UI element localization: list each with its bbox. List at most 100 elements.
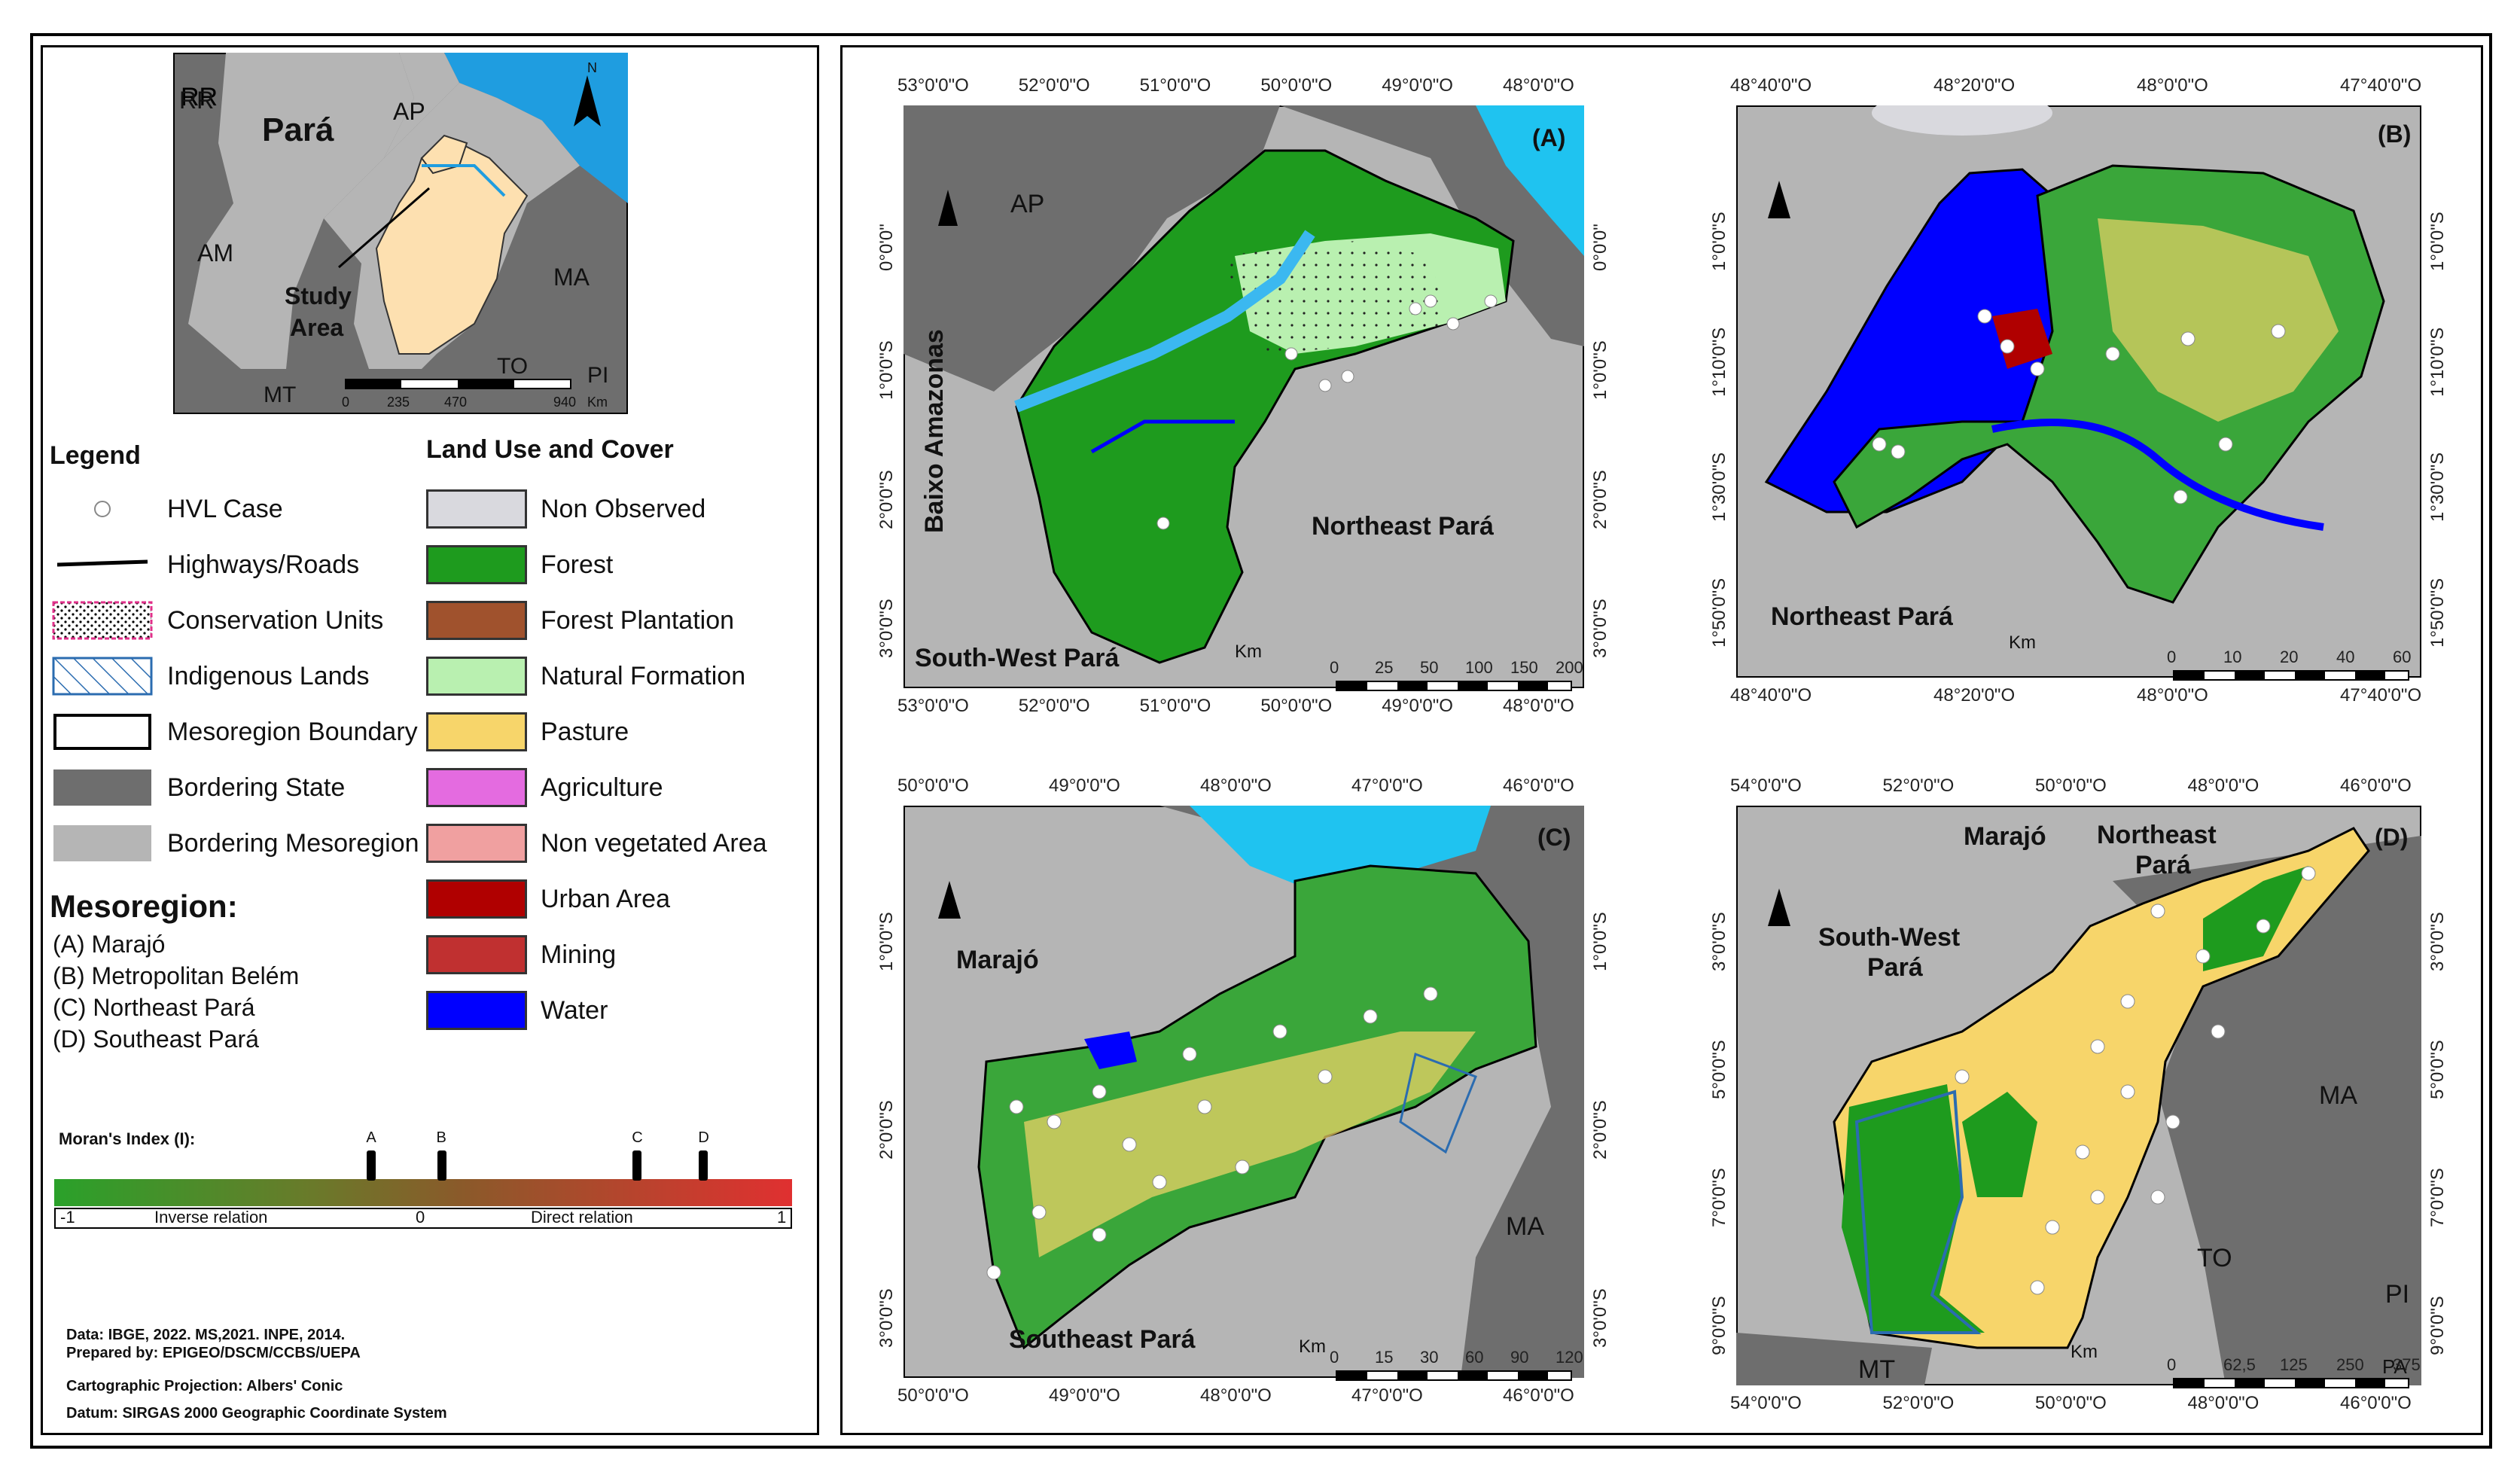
panel-d-label-pa: PA [2382, 1355, 2407, 1378]
coord-right: 2°0'0"S [1590, 469, 1610, 529]
coord-top: 51°0'0"O [1139, 75, 1211, 96]
scale-tick: 15 [1375, 1348, 1394, 1367]
coord-right: 3°0'0"S [1590, 1288, 1610, 1348]
panel-b-label-northeast: Northeast Pará [1771, 602, 1953, 631]
landuse-item: Non Observed [426, 488, 705, 530]
landuse-swatch [426, 991, 527, 1030]
moran-direct: Direct relation [531, 1208, 633, 1227]
inset-north-label: N [587, 60, 597, 75]
inset-label-ap: AP [393, 98, 425, 125]
panel-d-label-mt: MT [1858, 1355, 1896, 1384]
moran-marker [699, 1150, 708, 1181]
panel-a-label-ap: AP [1010, 190, 1045, 218]
inset-scale-unit: Km [587, 395, 608, 410]
coord-top: 47°0'0"O [1351, 776, 1423, 796]
legend-hvl-case: HVL Case [50, 488, 283, 530]
scale-tick: 25 [1375, 658, 1394, 677]
coord-left: 1°0'0"S [1709, 212, 1729, 271]
landuse-item: Urban Area [426, 878, 670, 920]
moran-title: Moran's Index (I): [59, 1129, 196, 1148]
coord-right: 1°10'0"S [2427, 327, 2448, 397]
inset-scale-235: 235 [387, 395, 410, 410]
panel-c-label-ma: MA [1506, 1212, 1544, 1241]
coord-left: 1°50'0"S [1709, 578, 1729, 648]
landuse-label: Non Observed [541, 494, 706, 523]
panel-d-label-marajo: Marajó [1964, 822, 2046, 851]
coord-left: 1°10'0"S [1709, 327, 1729, 397]
scale-tick: 125 [2280, 1355, 2308, 1374]
scalebar [1336, 1370, 1572, 1381]
coord-bottom: 53°0'0"O [897, 696, 969, 716]
moran-right: 1 [777, 1208, 787, 1227]
scale-tick: 62,5 [2223, 1355, 2256, 1374]
coord-top: 50°0'0"O [2035, 776, 2107, 796]
scale-tick: 40 [2336, 648, 2355, 666]
legend-bordering-meso-label: Bordering Mesoregion [167, 828, 419, 858]
inset-label-to: TO [497, 354, 529, 379]
coord-left: 1°0'0"S [876, 340, 897, 401]
credit-data: Data: IBGE, 2022. MS,2021. INPE, 2014. [66, 1327, 346, 1343]
inset-map: RR [173, 53, 628, 414]
landuse-label: Agriculture [541, 773, 663, 802]
coord-top: 49°0'0"O [1049, 776, 1120, 796]
legend-title: Legend [50, 441, 141, 470]
panel-a-label-northeast: Northeast Pará [1312, 512, 1494, 541]
landuse-item: Mining [426, 934, 616, 976]
panel-c-scale-unit: Km [1299, 1336, 1326, 1357]
inset-rr: RR [181, 83, 218, 111]
coord-right: 0°0'0" [1590, 224, 1610, 271]
moran-marker-label: B [436, 1129, 446, 1146]
inset-label-study: Study [285, 282, 352, 309]
coord-bottom: 49°0'0"O [1382, 696, 1453, 716]
scale-tick: 60 [2393, 648, 2412, 666]
coord-top: 52°0'0"O [1018, 75, 1090, 96]
coord-right: 9°0'0"S [2427, 1296, 2448, 1355]
coord-right: 1°0'0"S [1590, 340, 1610, 401]
inset-scale-470: 470 [444, 395, 468, 410]
legend-meso-boundary: Mesoregion Boundary [50, 711, 418, 753]
bordering-meso-swatch-icon [53, 825, 151, 861]
inset-scalebar [345, 379, 571, 389]
coord-left: 2°0'0"S [876, 469, 897, 529]
panel-a-scale-unit: Km [1235, 642, 1262, 662]
coord-right: 1°50'0"S [2427, 578, 2448, 648]
landuse-swatch [426, 601, 527, 640]
moran-inverse: Inverse relation [154, 1208, 268, 1227]
panel-c-id: (C) [1537, 824, 1571, 851]
scale-tick: 10 [2223, 648, 2242, 666]
inset-label-ma: MA [553, 264, 590, 291]
coord-top: 47°40'0"O [2340, 75, 2422, 96]
credit-projection: Cartographic Projection: Albers' Conic [66, 1378, 343, 1394]
landuse-swatch [426, 489, 527, 529]
panel-b-id: (B) [2378, 120, 2412, 148]
moran-marker [437, 1150, 446, 1181]
coord-left: 1°30'0"S [1709, 453, 1729, 523]
landuse-label: Water [541, 995, 608, 1025]
panel-d-label-pi: PI [2385, 1280, 2410, 1309]
coord-bottom: 52°0'0"O [1018, 696, 1090, 716]
inset-label-am: AM [197, 239, 233, 267]
panel-c-map [903, 806, 1584, 1378]
landuse-item: Agriculture [426, 766, 663, 809]
coord-left: 3°0'0"S [876, 599, 897, 658]
landuse-swatch [426, 768, 527, 807]
landuse-label: Pasture [541, 717, 629, 746]
panel-d-label-southwest: South-West [1818, 923, 1961, 952]
landuse-item: Forest Plantation [426, 599, 734, 642]
scale-tick: 30 [1420, 1348, 1439, 1367]
moran-axis [54, 1208, 792, 1229]
landuse-item: Pasture [426, 711, 629, 753]
scale-tick: 0 [2167, 648, 2177, 666]
landuse-item: Water [426, 989, 608, 1032]
moran-marker-label: A [366, 1129, 376, 1146]
coord-left: 3°0'0"S [1709, 912, 1729, 971]
conservation-swatch-icon [52, 601, 153, 640]
landuse-swatch [426, 657, 527, 696]
scale-tick: 0 [2167, 1355, 2177, 1374]
panel-d-label-northeast-para: Pará [2135, 851, 2191, 879]
coord-top: 48°40'0"O [1730, 75, 1812, 96]
coord-top: 48°0'0"O [2187, 776, 2259, 796]
landuse-swatch [426, 879, 527, 919]
panel-c-label-southeast: Southeast Pará [1009, 1325, 1196, 1354]
scalebar [2173, 1378, 2409, 1388]
